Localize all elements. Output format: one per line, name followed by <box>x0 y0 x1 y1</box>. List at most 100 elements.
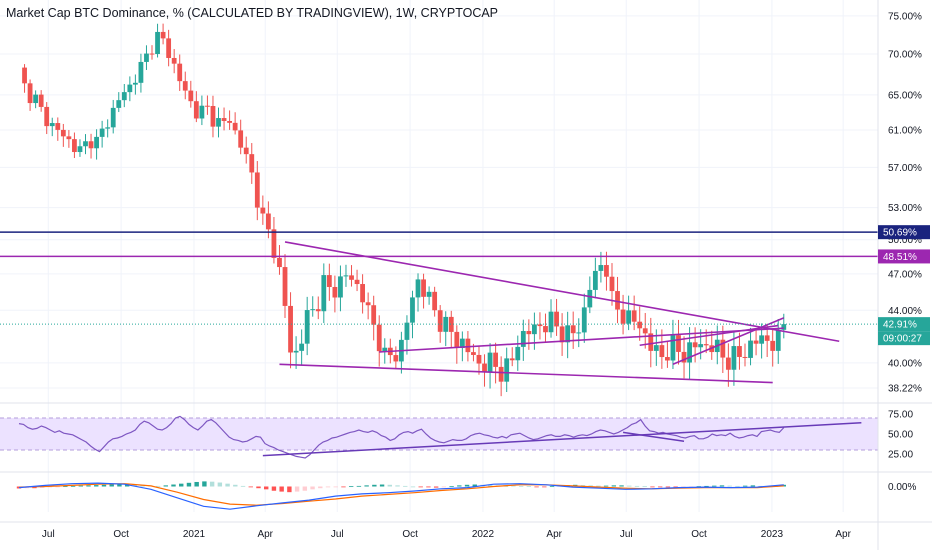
macd-histogram-bar <box>39 486 45 488</box>
candle-body <box>753 340 759 344</box>
macd-histogram-bar <box>233 484 238 487</box>
macd-histogram-bar <box>727 485 732 487</box>
candle-body <box>637 321 643 329</box>
y-tick-label: 57.00% <box>888 163 922 174</box>
candle-body <box>437 310 443 332</box>
x-tick-label: Oct <box>113 529 129 540</box>
candle-body <box>609 276 615 292</box>
candle-body <box>742 356 748 358</box>
candle-body <box>293 350 299 353</box>
rsi-trendline <box>622 431 685 442</box>
macd-histogram-bar <box>132 484 138 487</box>
trendline <box>279 363 773 384</box>
candle-body <box>310 309 316 311</box>
macd-histogram-bar <box>379 484 385 487</box>
candle-body <box>49 123 55 127</box>
candle-body <box>659 345 665 358</box>
candle-body <box>182 81 188 91</box>
macd-histogram-bar <box>433 486 439 488</box>
x-tick-label: Oct <box>402 529 418 540</box>
macd-histogram-bar <box>179 483 184 487</box>
candle-body <box>515 346 521 361</box>
macd-histogram-bar <box>781 484 786 487</box>
trendline <box>284 241 840 343</box>
candle-body <box>265 213 271 230</box>
macd-histogram-bar <box>603 485 609 487</box>
trendline <box>672 317 785 366</box>
price-label-box <box>878 331 930 346</box>
chart-title: Market Cap BTC Dominance, % (CALCULATED … <box>6 6 498 20</box>
macd-histogram-bar <box>117 484 122 487</box>
x-tick-label: Apr <box>257 529 273 540</box>
macd-histogram-bar <box>302 486 308 491</box>
rsi-trendline <box>262 422 862 457</box>
candle-body <box>681 351 687 363</box>
macd-histogram-bar <box>742 485 748 487</box>
candle-body <box>498 366 504 382</box>
candle-body <box>548 311 554 333</box>
candle-body <box>692 342 698 348</box>
candle-body <box>216 118 221 127</box>
candle-body <box>426 291 432 297</box>
candle-body <box>210 105 216 127</box>
macd-histogram-bar <box>318 486 323 489</box>
candle-body <box>60 129 66 137</box>
price-label-text: 48.51% <box>883 252 917 263</box>
candle-body <box>532 324 537 335</box>
macd-histogram-bar <box>341 486 346 488</box>
candle-body <box>121 92 127 101</box>
macd-histogram-bar <box>549 486 555 488</box>
rsi-tick-label: 75.00 <box>888 410 913 421</box>
candle-body <box>315 309 321 312</box>
candle-body <box>277 257 282 268</box>
candle-body <box>94 136 99 149</box>
trendline <box>379 327 784 353</box>
macd-histogram-bar <box>488 485 493 487</box>
candle-body <box>482 363 487 372</box>
macd-histogram-bar <box>735 485 740 487</box>
candle-body <box>77 146 83 153</box>
candle-body <box>720 339 726 358</box>
macd-histogram-bar <box>526 486 532 488</box>
candle-body <box>127 84 133 93</box>
macd-histogram-bar <box>665 486 671 488</box>
candle-body <box>27 83 33 104</box>
macd-histogram-bar <box>657 486 663 488</box>
candle-body <box>520 331 526 347</box>
candle-body <box>764 335 770 341</box>
candle-body <box>221 118 227 121</box>
x-tick-label: 2023 <box>761 529 784 540</box>
macd-histogram-bar <box>78 485 84 487</box>
candle-body <box>737 346 742 357</box>
macd-histogram-bar <box>101 484 107 487</box>
candle-body <box>748 340 753 358</box>
candle-body <box>66 136 72 140</box>
y-tick-label: 65.00% <box>888 90 922 101</box>
price-label-box <box>878 225 930 240</box>
candle-body <box>22 67 27 84</box>
candle-body <box>421 279 426 297</box>
price-label-box <box>878 317 930 332</box>
candle-body <box>166 38 172 58</box>
y-tick-label: 40.00% <box>888 358 922 369</box>
macd-histogram-bar <box>681 486 686 488</box>
candle-body <box>88 141 94 149</box>
candle-body <box>360 284 366 303</box>
macd-histogram-bar <box>70 485 76 487</box>
macd-histogram-bar <box>109 484 114 487</box>
candle-body <box>288 305 293 353</box>
macd-histogram-bar <box>325 486 331 488</box>
macd-histogram-bar <box>364 485 369 487</box>
macd-histogram-bar <box>94 485 99 487</box>
candle-body <box>415 279 421 298</box>
candle-body <box>83 141 88 147</box>
macd-histogram-bar <box>410 486 416 488</box>
candle-body <box>376 324 382 352</box>
macd-histogram-bar <box>534 486 539 488</box>
candle-body <box>205 105 210 107</box>
trendline <box>639 324 779 347</box>
macd-histogram-bar <box>356 485 362 487</box>
candle-body <box>160 31 166 39</box>
candles <box>22 23 787 397</box>
